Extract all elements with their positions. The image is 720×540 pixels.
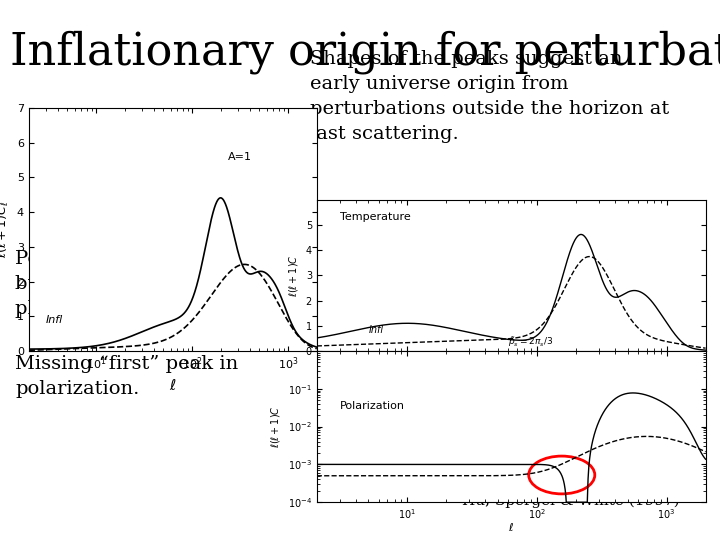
- Text: A=1: A=1: [228, 152, 253, 162]
- Text: Infl: Infl: [45, 315, 63, 325]
- Text: Missing “first” peak in
polarization.: Missing “first” peak in polarization.: [15, 355, 238, 398]
- X-axis label: $\ell$: $\ell$: [169, 378, 176, 393]
- Y-axis label: $\ell(\ell+1)C$: $\ell(\ell+1)C$: [269, 405, 282, 448]
- Text: Temperature: Temperature: [340, 212, 410, 222]
- Y-axis label: $\ell(\ell+1)C$: $\ell(\ell+1)C$: [287, 254, 300, 297]
- Y-axis label: $\ell(\ell+1)C_\ell$: $\ell(\ell+1)C_\ell$: [0, 201, 12, 258]
- Text: Shapes of the peaks suggest an
early universe origin from
perturbations outside : Shapes of the peaks suggest an early uni…: [310, 50, 670, 143]
- Text: Polarization: Polarization: [340, 401, 405, 410]
- Text: Infl: Infl: [369, 326, 384, 335]
- Text: $\tilde{p}_s = 2\pi_s/3$: $\tilde{p}_s = 2\pi_s/3$: [508, 335, 554, 349]
- Text: Inflationary origin for perturbations?: Inflationary origin for perturbations?: [10, 30, 720, 73]
- Text: Peak spacing is unchanged,
but peak positions out of
phase (sine vs cosine).: Peak spacing is unchanged, but peak posi…: [15, 250, 289, 319]
- Text: Hu, Spergel & White (1997): Hu, Spergel & White (1997): [462, 494, 680, 508]
- X-axis label: $\ell$: $\ell$: [508, 521, 514, 533]
